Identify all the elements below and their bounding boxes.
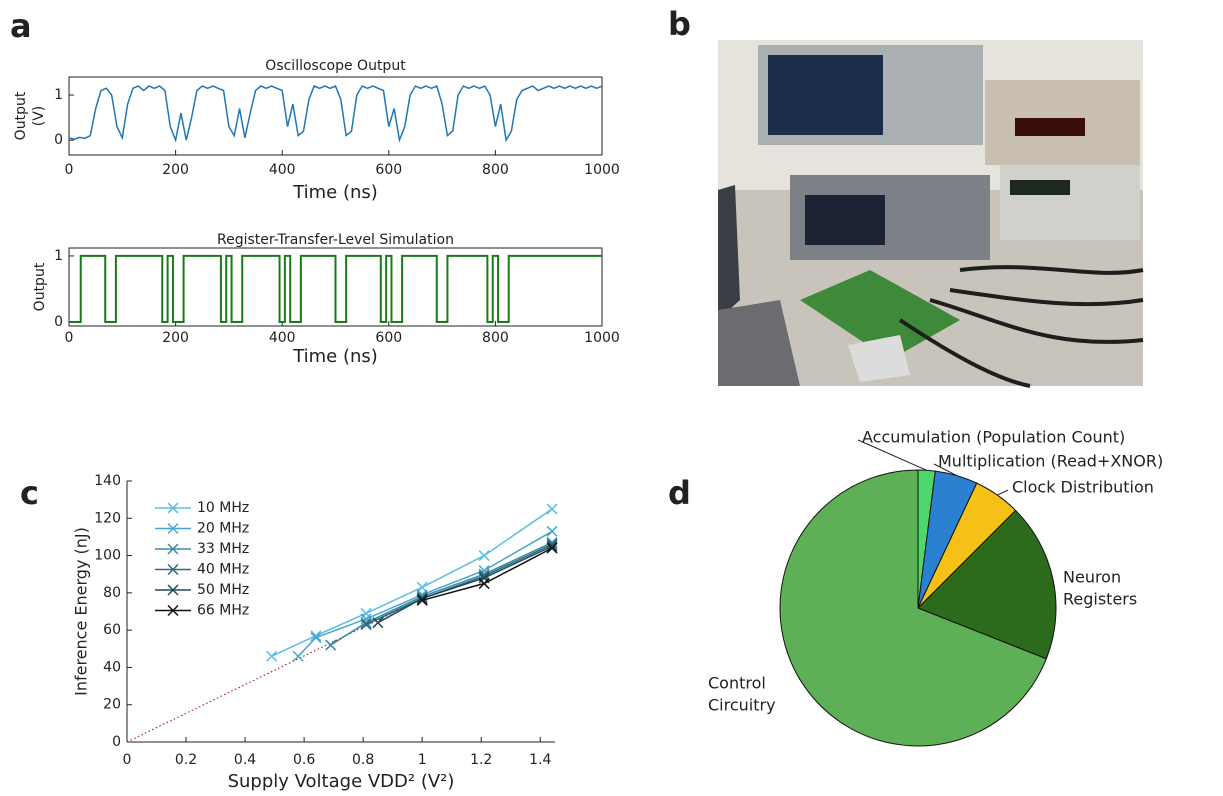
- legend-label: 20 MHz: [197, 521, 249, 537]
- marker: [310, 630, 322, 642]
- legend-marker: [167, 502, 179, 514]
- legend-marker: [167, 584, 179, 596]
- marker: [416, 592, 428, 604]
- x-tick-label: 0: [65, 162, 74, 178]
- x-tick-label: 1: [418, 752, 427, 768]
- waveform: [68, 84, 603, 143]
- y-tick-label: 60: [103, 622, 121, 638]
- x-tick-label: 0.2: [175, 752, 197, 768]
- x-tick-label: 200: [162, 162, 189, 178]
- waveform: [69, 254, 602, 324]
- slice-label: Multiplication (Read+XNOR): [938, 452, 1163, 471]
- x-tick-label: 0: [65, 330, 74, 346]
- slice-label: Accumulation (Population Count): [862, 428, 1125, 447]
- marker: [546, 542, 558, 554]
- slice-label: Neuron: [1063, 568, 1121, 587]
- slice-label: Clock Distribution: [1012, 478, 1154, 497]
- plot-frame: [68, 76, 603, 156]
- x-tick-label: 400: [269, 162, 296, 178]
- x-tick-label: 1000: [584, 330, 620, 346]
- series-line: [330, 541, 553, 646]
- legend-label: 66 MHz: [197, 603, 249, 619]
- x-tick-label: 600: [375, 330, 402, 346]
- marker: [292, 650, 304, 662]
- marker: [546, 503, 558, 515]
- panel-label: d: [668, 474, 691, 512]
- legend-marker: [167, 543, 179, 555]
- leader-line: [997, 489, 1009, 496]
- legend-marker: [167, 604, 179, 617]
- x-axis-label: Time (ns): [292, 346, 378, 367]
- y-tick-label: 80: [103, 585, 121, 601]
- marker: [416, 594, 428, 606]
- panel-label: a: [10, 7, 32, 45]
- marker: [266, 650, 278, 662]
- x-tick-label: 0.4: [234, 752, 256, 768]
- x-tick-label: 0: [123, 752, 132, 768]
- y-tick-label: 0: [54, 314, 63, 330]
- x-tick-label: 0.6: [293, 752, 315, 768]
- plot-frame: [68, 247, 603, 327]
- y-tick-label: 140: [94, 473, 121, 489]
- x-tick-label: 400: [269, 330, 296, 346]
- slice-label: Registers: [1063, 590, 1137, 609]
- marker: [360, 607, 372, 619]
- marker: [546, 525, 558, 537]
- marker: [478, 578, 490, 590]
- marker: [478, 550, 490, 562]
- legend-label: 40 MHz: [197, 562, 249, 578]
- x-tick-label: 800: [482, 162, 509, 178]
- x-tick-label: 1000: [584, 162, 620, 178]
- y-axis-label: Inference Energy (nJ): [72, 527, 91, 696]
- legend-label: 33 MHz: [197, 541, 249, 557]
- y-tick-label: 120: [94, 510, 121, 526]
- y-axis-label: Output: [13, 91, 29, 140]
- x-tick-label: 1.2: [470, 752, 492, 768]
- leader-line: [857, 439, 927, 471]
- slice-label: Circuitry: [708, 696, 776, 715]
- panel-label: b: [668, 5, 691, 43]
- marker: [325, 639, 337, 651]
- pie-slice: [917, 509, 1057, 660]
- y-tick-label: 1: [54, 87, 63, 103]
- marker: [372, 617, 384, 629]
- series-line: [377, 545, 553, 624]
- x-tick-label: 600: [375, 162, 402, 178]
- y-axis-label: (V): [31, 106, 47, 127]
- y-axis-label: Output: [32, 262, 48, 311]
- x-axis-label: Supply Voltage VDD² (V²): [228, 771, 455, 792]
- reference-line: [126, 597, 423, 743]
- photo: [718, 40, 1144, 388]
- x-tick-label: 0.8: [352, 752, 374, 768]
- legend-marker: [167, 522, 179, 535]
- series-line: [365, 543, 553, 626]
- chart-title: Oscilloscope Output: [265, 58, 406, 74]
- marker: [360, 617, 372, 629]
- x-tick-label: 1.4: [529, 752, 551, 768]
- marker: [310, 632, 322, 644]
- pie-slice: [779, 469, 1047, 747]
- legend-marker: [167, 563, 179, 576]
- leader-line: [933, 463, 957, 476]
- chart-title: Register-Transfer-Level Simulation: [217, 232, 454, 248]
- y-tick-label: 40: [103, 659, 121, 675]
- slice-label: Control: [708, 674, 766, 693]
- y-tick-label: 0: [54, 132, 63, 148]
- y-tick-label: 1: [54, 248, 63, 264]
- x-tick-label: 200: [162, 330, 189, 346]
- y-tick-label: 0: [112, 734, 121, 750]
- x-tick-label: 800: [482, 330, 509, 346]
- y-tick-label: 100: [94, 548, 121, 564]
- legend-label: 50 MHz: [197, 582, 249, 598]
- series-line: [271, 508, 553, 657]
- y-tick-label: 20: [103, 697, 121, 713]
- x-axis-label: Time (ns): [292, 182, 378, 203]
- legend-label: 10 MHz: [197, 500, 249, 516]
- panel-label: c: [20, 474, 39, 512]
- marker: [360, 619, 372, 631]
